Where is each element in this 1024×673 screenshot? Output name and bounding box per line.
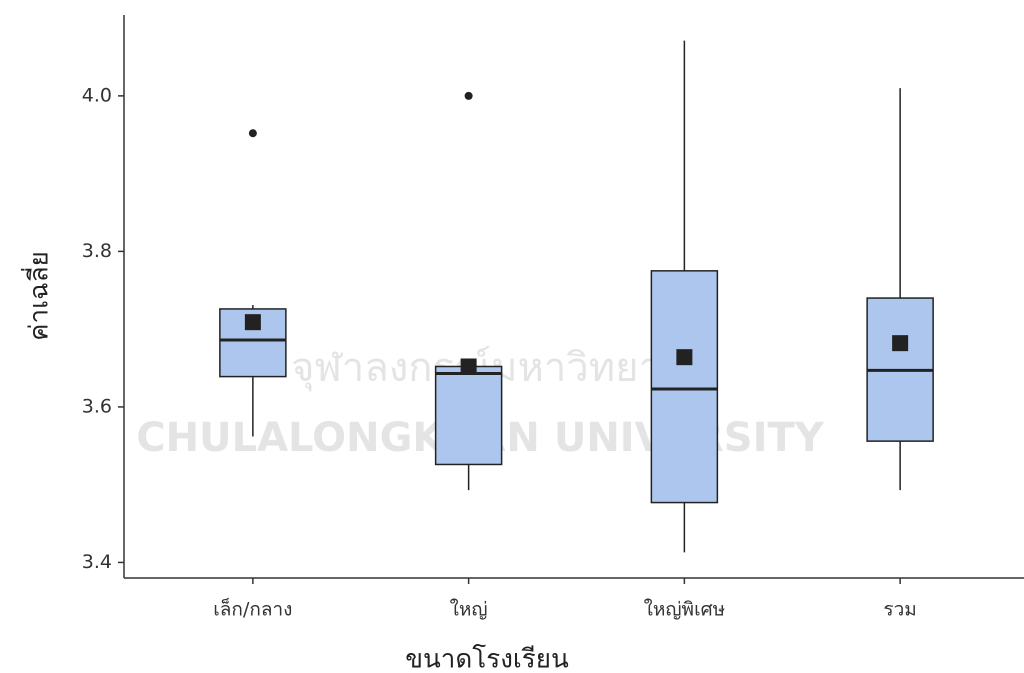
y-tick-label: 3.6 [82, 395, 112, 417]
box [434, 365, 503, 466]
x-tick-label: เล็ก/กลาง [213, 597, 292, 621]
mean [460, 358, 477, 375]
mean [892, 335, 909, 352]
x-tick-label: รวม [883, 599, 916, 621]
x-axis-label: ขนาดโรงเรียน [405, 644, 569, 673]
y-axis-label: ค่าเฉลี่ย [21, 251, 55, 341]
y-tick-label: 3.8 [82, 240, 112, 262]
x-tick-label: ใหญ่ [450, 599, 488, 621]
y-tick-label: 4.0 [82, 84, 112, 106]
x-tick-label: ใหญ่พิเศษ [644, 599, 726, 621]
mean [676, 349, 693, 366]
box [650, 270, 719, 504]
mean [244, 314, 261, 331]
outlier [248, 129, 257, 138]
y-tick-label: 3.4 [82, 551, 112, 573]
outlier [464, 91, 473, 100]
